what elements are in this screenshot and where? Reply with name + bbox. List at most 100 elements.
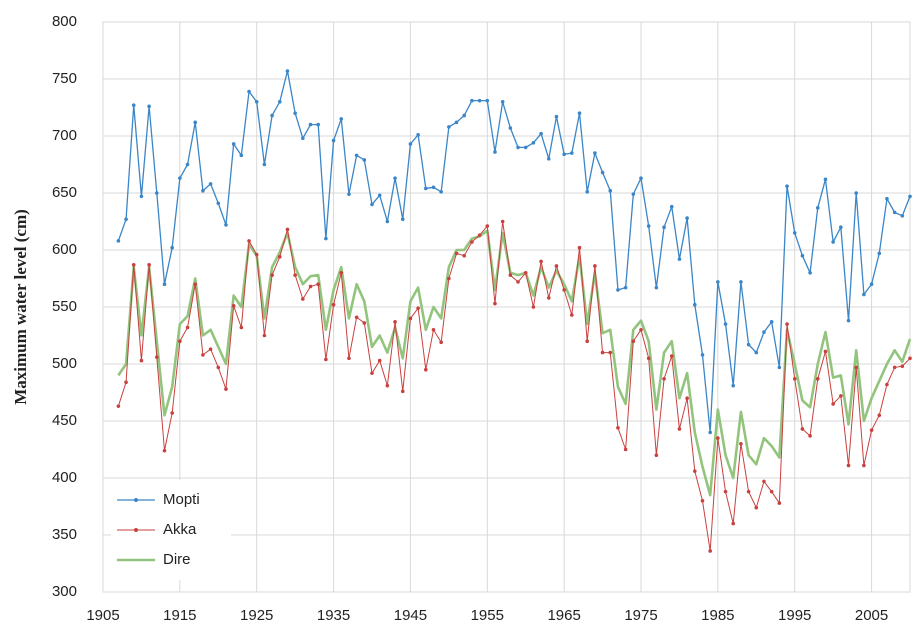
point <box>324 236 328 241</box>
point <box>285 69 290 73</box>
point <box>562 152 566 157</box>
point <box>662 377 666 381</box>
point <box>693 469 697 473</box>
point <box>178 339 182 344</box>
point <box>777 365 782 370</box>
point <box>570 313 574 317</box>
point <box>308 122 313 127</box>
x-tick-label: 1925 <box>240 607 273 624</box>
point <box>646 356 651 361</box>
point <box>762 479 766 484</box>
legend-label: Dire <box>163 551 191 568</box>
point <box>439 340 443 345</box>
point <box>877 413 882 418</box>
y-tick-label: 550 <box>52 298 77 315</box>
point <box>723 489 728 494</box>
point <box>254 100 259 104</box>
x-tick-label: 1945 <box>394 607 427 624</box>
point <box>892 210 897 215</box>
point <box>277 100 282 104</box>
point <box>669 204 674 209</box>
point <box>170 245 174 250</box>
point <box>424 367 428 372</box>
point <box>447 125 451 129</box>
point <box>393 320 397 324</box>
point <box>347 192 351 196</box>
point <box>800 253 805 258</box>
point <box>593 264 597 268</box>
series-line <box>117 221 911 552</box>
point <box>685 396 689 401</box>
point <box>700 499 705 503</box>
point <box>562 288 566 292</box>
point <box>869 428 874 432</box>
point <box>231 142 236 146</box>
point <box>270 113 274 118</box>
point <box>247 239 251 243</box>
point <box>731 521 736 526</box>
point <box>393 176 397 180</box>
point <box>600 170 605 175</box>
point <box>754 505 759 510</box>
point <box>147 263 151 267</box>
point <box>400 217 405 222</box>
point <box>224 387 228 391</box>
point <box>608 350 613 355</box>
point <box>155 355 159 359</box>
point <box>808 434 812 438</box>
point <box>416 133 420 137</box>
point <box>170 411 174 415</box>
series-line <box>117 70 911 434</box>
point <box>900 214 905 218</box>
point <box>554 114 559 119</box>
point <box>316 122 321 127</box>
legend-label: Mopti <box>163 491 200 508</box>
point <box>685 216 689 220</box>
y-tick-label: 400 <box>52 469 77 486</box>
x-tick-label: 1915 <box>163 607 196 624</box>
point <box>339 271 344 275</box>
point <box>385 219 390 224</box>
point <box>201 353 205 357</box>
point <box>739 280 743 284</box>
point <box>815 206 820 210</box>
point <box>539 131 543 136</box>
point <box>869 282 874 287</box>
point <box>377 193 382 198</box>
y-tick-label: 700 <box>52 127 77 144</box>
point <box>470 98 474 103</box>
point <box>785 184 789 188</box>
point <box>131 263 136 267</box>
series-line <box>117 229 912 497</box>
point <box>600 350 605 355</box>
point <box>908 194 912 199</box>
point <box>508 273 513 277</box>
point <box>677 257 682 261</box>
point <box>454 120 459 125</box>
point <box>293 273 297 277</box>
point <box>823 177 828 182</box>
point <box>301 297 305 301</box>
legend-marker <box>134 498 138 502</box>
point <box>254 252 259 257</box>
point <box>623 447 628 452</box>
point <box>331 138 336 143</box>
point <box>262 162 267 167</box>
point <box>270 273 274 277</box>
x-tick-label: 1975 <box>624 607 657 624</box>
point <box>131 103 136 108</box>
point <box>424 186 428 191</box>
point <box>546 296 551 300</box>
y-tick-label: 450 <box>52 412 77 429</box>
legend-label: Akka <box>163 521 197 538</box>
point <box>862 292 866 297</box>
point <box>608 188 613 193</box>
point <box>385 383 390 388</box>
point <box>716 436 720 440</box>
point <box>500 219 505 224</box>
point <box>162 448 167 453</box>
point <box>247 89 251 94</box>
point <box>669 354 674 358</box>
point <box>862 463 866 468</box>
point <box>408 316 413 321</box>
